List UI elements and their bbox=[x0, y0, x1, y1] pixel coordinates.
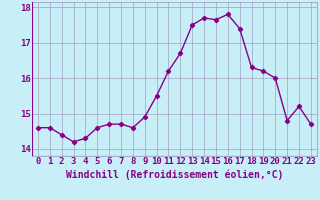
X-axis label: Windchill (Refroidissement éolien,°C): Windchill (Refroidissement éolien,°C) bbox=[66, 169, 283, 180]
